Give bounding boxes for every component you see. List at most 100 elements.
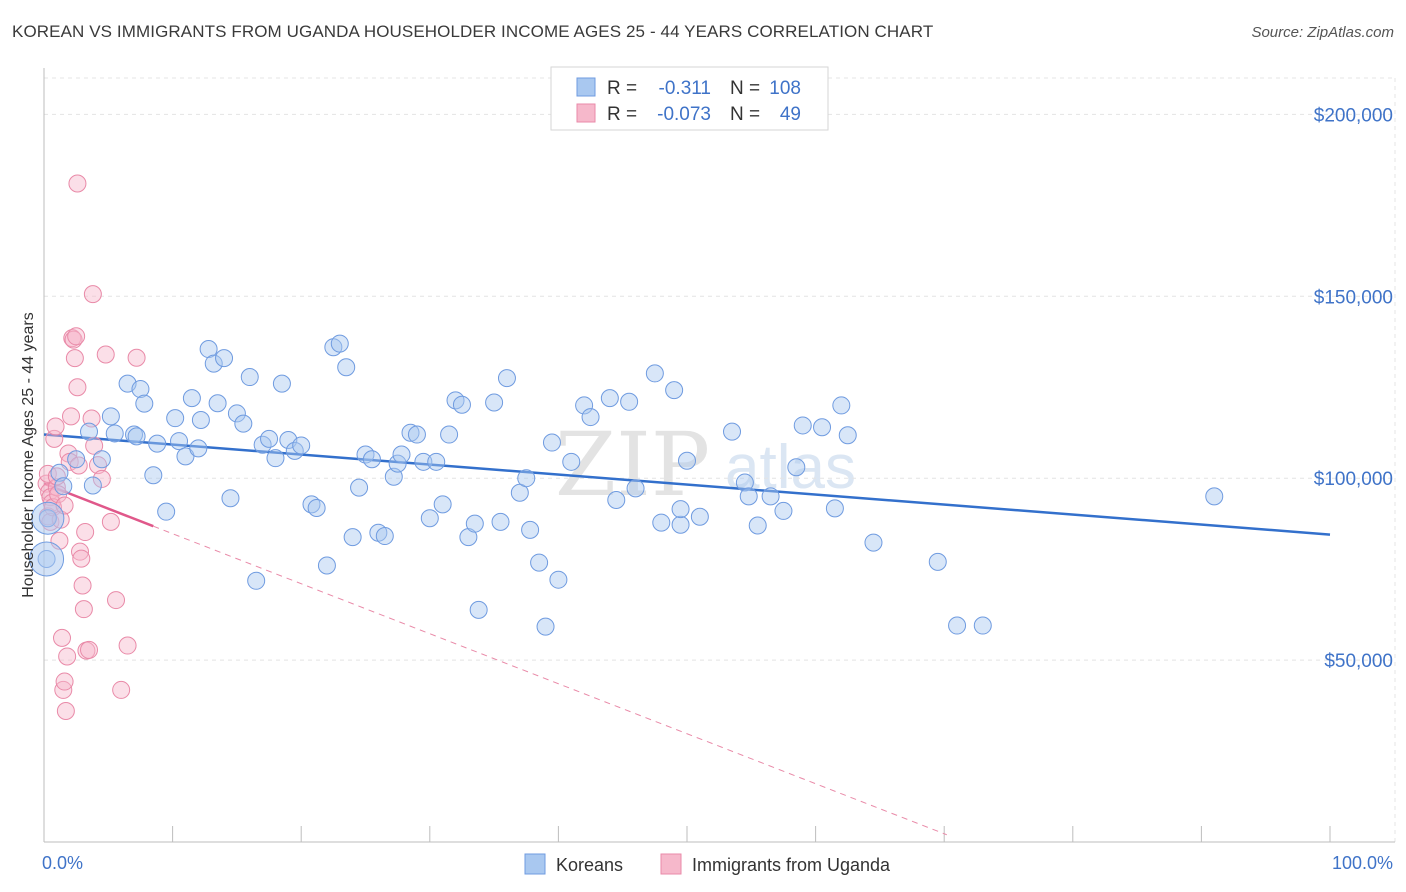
korean-point	[401, 423, 420, 442]
uganda-point	[101, 512, 120, 531]
korean-point	[787, 458, 806, 477]
uganda-point	[46, 417, 65, 436]
korean-cluster-point	[29, 541, 65, 577]
uganda-point	[73, 576, 92, 595]
grid: $50,000 $100,000 $150,000 $200,000	[44, 77, 1396, 842]
korean-point	[793, 416, 812, 435]
korean-point	[671, 515, 690, 534]
korean-point	[517, 469, 536, 488]
uganda-point	[118, 636, 137, 655]
korean-point	[292, 436, 311, 455]
korean-point	[813, 418, 832, 437]
legend-n-value-uganda: 49	[780, 104, 801, 125]
x-tick-label-max: 100.0%	[1332, 853, 1393, 873]
data-points	[29, 174, 1224, 721]
korean-point	[131, 380, 150, 399]
uganda-point	[92, 469, 111, 488]
watermark-zip: ZIP	[555, 413, 710, 516]
korean-point	[166, 409, 185, 428]
korean-point	[105, 424, 124, 443]
korean-point	[948, 616, 967, 635]
uganda-point	[107, 591, 126, 610]
korean-point	[337, 358, 356, 377]
legend-n-value-koreans: 108	[769, 78, 801, 99]
korean-point	[50, 463, 69, 482]
korean-point	[739, 487, 758, 506]
korean-point	[356, 445, 375, 464]
korean-point	[54, 477, 73, 496]
legend-n-label-koreans: N =	[730, 78, 760, 99]
korean-point	[497, 369, 516, 388]
uganda-point	[83, 285, 102, 304]
korean-point	[521, 520, 540, 539]
legend-r-label-koreans: R =	[607, 78, 637, 99]
korean-point	[652, 513, 671, 532]
uganda-point	[80, 640, 99, 659]
korean-point	[678, 451, 696, 470]
korean-point	[465, 514, 484, 533]
korean-point	[388, 454, 407, 473]
uganda-point	[58, 647, 77, 666]
uganda-point	[55, 672, 74, 691]
x-tick-label-min: 0.0%	[42, 853, 83, 873]
korean-point	[176, 447, 195, 466]
legend-r-value-koreans: -0.311	[659, 78, 711, 99]
korean-point	[645, 364, 664, 383]
korean-point	[723, 422, 742, 441]
korean-point	[157, 502, 176, 521]
korean-point	[485, 393, 504, 412]
korean-point	[199, 340, 218, 359]
korean-point	[375, 527, 394, 546]
korean-point	[469, 600, 488, 619]
korean-point	[240, 368, 259, 387]
korean-point	[170, 432, 189, 451]
korean-point	[204, 354, 223, 373]
correlation-legend: R = -0.311 N = 108 R = -0.073 N = 49	[550, 66, 829, 131]
bottom-legend-label-koreans: Koreans	[556, 855, 623, 875]
korean-point	[748, 516, 767, 535]
korean-point	[542, 433, 561, 452]
korean-point	[626, 479, 645, 498]
legend-r-label-uganda: R =	[607, 104, 637, 125]
uganda-point	[112, 680, 131, 699]
korean-point	[317, 556, 336, 575]
korean-point	[928, 552, 947, 571]
korean-point	[671, 500, 690, 519]
korean-point	[80, 422, 99, 441]
uganda-trend-extension	[153, 525, 947, 836]
uganda-point	[127, 348, 146, 367]
korean-point	[1205, 487, 1224, 506]
legend-swatch-koreans	[576, 77, 596, 97]
axes: 0.0% 100.0%	[42, 68, 1395, 873]
y-axis-label: Householder Income Ages 25 - 44 years	[20, 312, 37, 598]
korean-point	[392, 445, 411, 464]
uganda-point	[68, 174, 87, 193]
uganda-trend-line	[43, 482, 154, 528]
korean-point	[825, 499, 844, 518]
watermark: ZIP atlas	[555, 413, 856, 516]
uganda-point	[72, 549, 91, 568]
uganda-point	[64, 330, 83, 349]
korean-point	[620, 392, 639, 411]
uganda-point	[47, 478, 66, 497]
uganda-point	[71, 542, 90, 561]
legend-swatch-uganda	[576, 103, 596, 123]
korean-point	[774, 501, 793, 520]
korean-point	[191, 410, 210, 429]
korean-point	[420, 509, 439, 528]
korean-point	[247, 571, 266, 590]
uganda-point	[56, 702, 75, 721]
korean-point	[189, 439, 208, 458]
trend-lines	[43, 433, 1331, 836]
korean-point	[607, 491, 626, 510]
uganda-point	[96, 345, 115, 364]
korean-point	[83, 476, 102, 495]
korean-point	[427, 452, 446, 471]
korean-point	[575, 396, 594, 415]
korean-point	[581, 408, 600, 427]
korean-point	[362, 450, 381, 469]
bottom-legend-label-uganda: Immigrants from Uganda	[692, 855, 891, 875]
korean-trend-line	[43, 433, 1331, 536]
legend-r-value-uganda: -0.073	[657, 104, 711, 125]
